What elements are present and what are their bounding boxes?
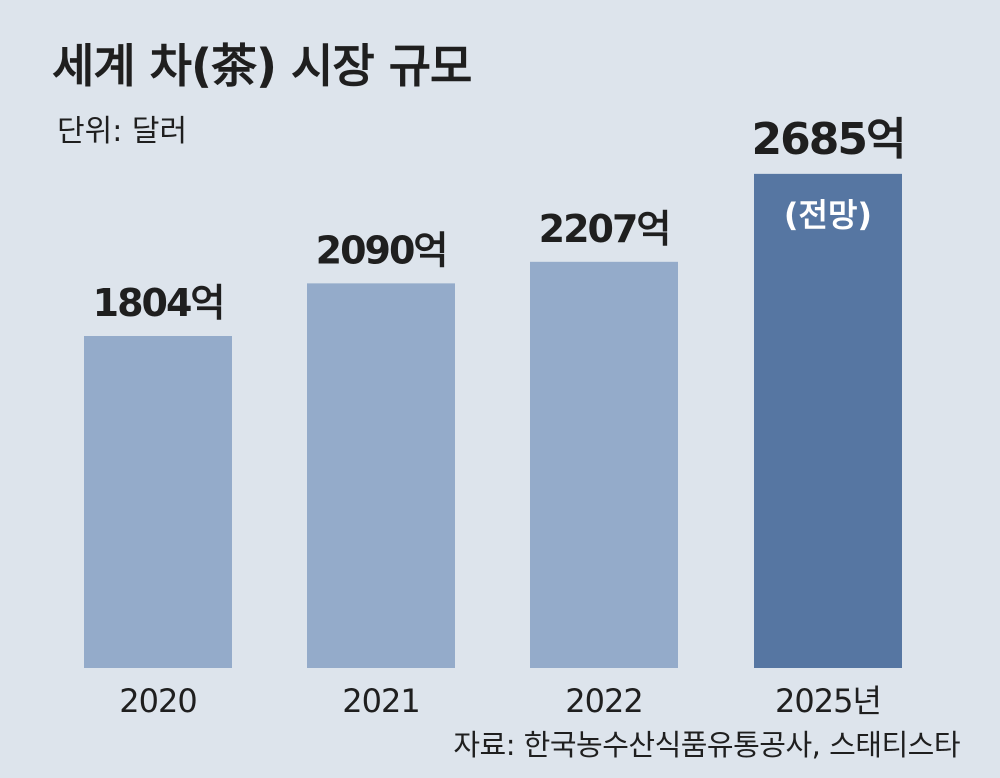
unit-label: 단위: 달러 [57,114,188,149]
bar-2020 [84,336,232,668]
category-label-2022: 2022 [565,682,642,720]
forecast-note: (전망) [784,196,872,234]
value-label-2021: 2090억 [316,228,447,272]
value-label-2020: 1804억 [93,281,224,325]
bar-2025년 [754,173,902,668]
category-label-2025년: 2025년 [775,682,881,720]
bar-2021 [307,283,455,668]
value-label-2025년: 2685억 [752,114,905,165]
value-label-2022: 2207억 [539,207,670,251]
category-label-2021: 2021 [342,682,419,720]
source-note: 자료: 한국농수산식품유통공사, 스태티스타 [453,728,960,762]
bar-2022 [530,261,678,668]
category-label-2020: 2020 [119,682,196,720]
chart-title: 세계 차(茶) 시장 규모 [52,39,472,93]
